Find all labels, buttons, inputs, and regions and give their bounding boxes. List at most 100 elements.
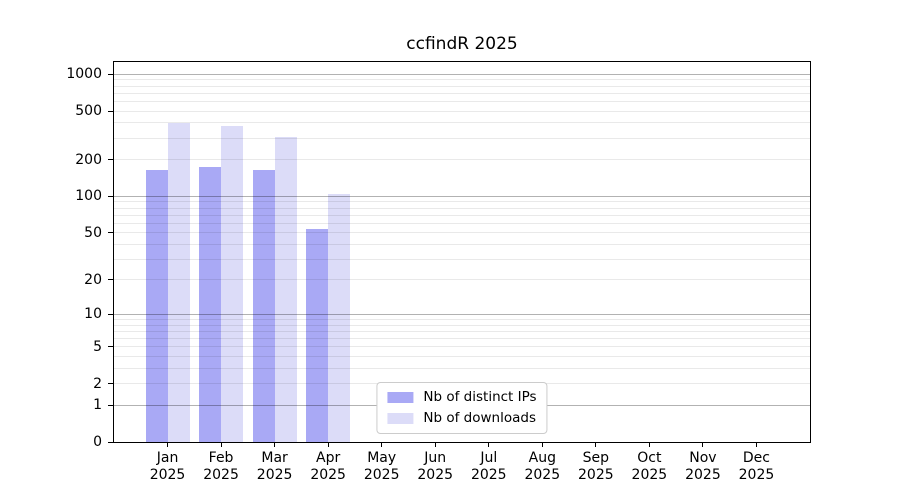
minor-gridline	[114, 355, 810, 357]
minor-gridline	[114, 318, 810, 320]
minor-gridline	[114, 100, 810, 102]
x-tick-label: Sep 2025	[564, 450, 628, 484]
x-tick-label: May 2025	[350, 450, 414, 484]
minor-gridline	[114, 243, 810, 245]
x-tick-mark	[541, 442, 543, 447]
x-tick-mark	[434, 442, 436, 447]
y-tick-label: 200	[75, 151, 102, 168]
minor-gridline	[114, 201, 810, 203]
minor-gridline	[114, 122, 810, 124]
bar-downloads-jan	[167, 122, 190, 442]
y-tick-mark	[108, 441, 113, 443]
x-tick-year: 2025	[524, 467, 561, 483]
bar-ips-apr	[306, 228, 329, 442]
x-tick-month: Mar	[261, 450, 288, 466]
x-tick-label: Jan 2025	[136, 450, 200, 484]
bar-ips-jan	[145, 169, 168, 442]
y-tick-label: 1000	[66, 66, 102, 83]
y-tick-mark	[108, 313, 113, 315]
bar-downloads-feb	[221, 125, 244, 442]
chart-title: ccfindR 2025	[406, 34, 518, 54]
major-gridline	[114, 195, 810, 197]
y-tick-label: 500	[75, 103, 102, 120]
x-tick-mark	[167, 442, 169, 447]
x-tick-mark	[755, 442, 757, 447]
x-tick-mark	[595, 442, 597, 447]
plot-area: 0 1 2 5 10 20 50 100 200 500 1000 Jan 2025 Feb 2025 Ma…	[66, 61, 811, 483]
y-tick-mark	[108, 159, 113, 161]
y-tick-label: 2	[93, 375, 102, 392]
x-tick-label: Feb 2025	[189, 450, 253, 484]
bar-ips-feb	[199, 167, 222, 442]
legend-item: Nb of distinct IPs	[387, 389, 537, 405]
y-tick-label: 100	[75, 188, 102, 205]
minor-gridline	[114, 367, 810, 369]
y-tick-mark	[108, 110, 113, 112]
x-tick-year: 2025	[363, 467, 400, 483]
x-tick-year: 2025	[631, 467, 668, 483]
y-tick-mark	[108, 232, 113, 234]
legend-label: Nb of distinct IPs	[423, 389, 537, 405]
x-tick-mark	[381, 442, 383, 447]
x-tick-label: Oct 2025	[617, 450, 681, 484]
minor-gridline	[114, 137, 810, 139]
x-tick-mark	[702, 442, 704, 447]
x-tick-month: Jul	[480, 450, 498, 466]
x-tick-year: 2025	[149, 467, 186, 483]
x-tick-month: Sep	[582, 450, 610, 466]
y-tick-label: 1	[93, 397, 102, 414]
x-tick-label: Aug 2025	[510, 450, 574, 484]
x-tick-month: Nov	[689, 450, 717, 466]
minor-gridline	[114, 214, 810, 216]
minor-gridline	[114, 207, 810, 209]
x-tick-month: May	[367, 450, 397, 466]
minor-gridline	[114, 159, 810, 161]
y-tick-mark	[108, 404, 113, 406]
major-gridline	[114, 73, 810, 75]
minor-gridline	[114, 279, 810, 281]
x-tick-label: Dec 2025	[724, 450, 788, 484]
x-tick-label: Apr 2025	[296, 450, 360, 484]
minor-gridline	[114, 85, 810, 87]
legend-swatch	[387, 413, 414, 424]
x-tick-label: Mar 2025	[243, 450, 307, 484]
y-tick-label: 5	[93, 338, 102, 355]
legend-swatch	[387, 392, 414, 403]
y-tick-label: 10	[84, 306, 102, 323]
minor-gridline	[114, 330, 810, 332]
bar-downloads-mar	[274, 136, 297, 442]
minor-gridline	[114, 346, 810, 348]
x-tick-year: 2025	[578, 467, 614, 483]
x-tick-month: Apr	[316, 450, 341, 466]
x-tick-label: Nov 2025	[671, 450, 735, 484]
minor-gridline	[114, 92, 810, 94]
minor-gridline	[114, 110, 810, 112]
x-tick-year: 2025	[256, 467, 293, 483]
x-tick-month: Jun	[424, 450, 447, 466]
x-tick-mark	[220, 442, 222, 447]
y-tick-mark	[108, 73, 113, 75]
y-tick-mark	[108, 195, 113, 197]
y-tick-label: 50	[84, 224, 102, 241]
x-tick-year: 2025	[685, 467, 721, 483]
minor-gridline	[114, 258, 810, 260]
minor-gridline	[114, 222, 810, 224]
major-gridline	[114, 313, 810, 315]
bar-downloads-apr	[328, 193, 351, 442]
minor-gridline	[114, 232, 810, 234]
x-tick-mark	[274, 442, 276, 447]
y-tick-mark	[108, 279, 113, 281]
x-tick-year: 2025	[203, 467, 239, 483]
x-tick-mark	[327, 442, 329, 447]
x-tick-year: 2025	[310, 467, 346, 483]
minor-gridline	[114, 337, 810, 339]
legend-item: Nb of downloads	[387, 411, 536, 426]
x-tick-year: 2025	[470, 467, 507, 483]
x-tick-mark	[488, 442, 490, 447]
x-tick-label: Jun 2025	[403, 450, 467, 484]
minor-gridline	[114, 324, 810, 326]
x-tick-label: Jul 2025	[457, 450, 521, 484]
bar-ips-mar	[252, 169, 275, 442]
x-tick-month: Aug	[528, 450, 556, 466]
